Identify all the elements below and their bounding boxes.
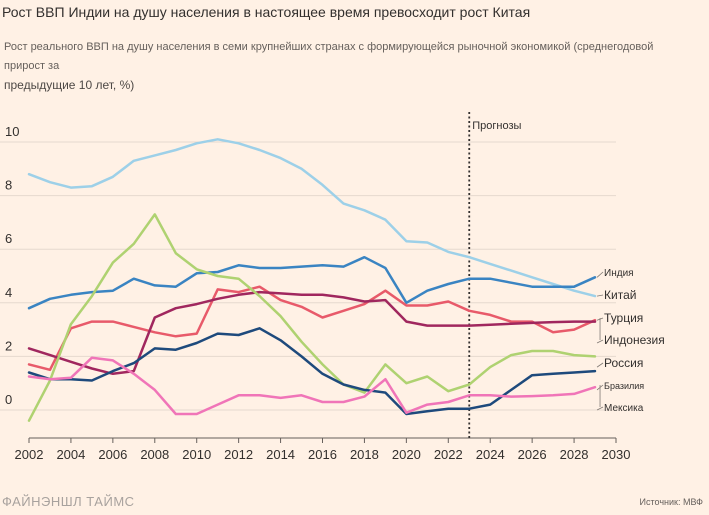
series-label-Мексика: Мексика [604, 403, 644, 414]
series-line-Индонезия [27, 290, 597, 376]
grid-lines [0, 141, 616, 411]
x-tick-label: 2004 [56, 447, 85, 462]
label-leader [596, 339, 604, 344]
series-line-Индия [27, 255, 597, 310]
x-tick-label: 2008 [140, 447, 169, 462]
chart-subtitle: Рост реального ВВП на душу населения в с… [4, 38, 694, 95]
y-tick-label: 6 [5, 231, 12, 246]
series-label-Индонезия: Индонезия [604, 333, 665, 347]
series-line-Бразилия [27, 327, 597, 416]
series-lines [27, 138, 597, 422]
y-tick-label: 8 [5, 178, 12, 193]
x-axis-ticks: 2002 2004 2006 2008 2010 2012 2014 2016 2018 2020… [15, 437, 631, 462]
series-label-Индия: Индия [604, 268, 634, 279]
x-tick-label: 2026 [518, 447, 547, 462]
series-line-Мексика [27, 356, 597, 416]
x-tick-label: 2020 [392, 447, 421, 462]
label-leader [596, 406, 604, 411]
series-line-Китай [27, 138, 597, 298]
source-note: Источник: МВФ [639, 497, 703, 507]
x-tick-label: 2002 [15, 447, 44, 462]
y-tick-label: 0 [5, 392, 12, 407]
x-tick-label: 2014 [266, 447, 295, 462]
x-tick-label: 2024 [476, 447, 505, 462]
y-tick-label: 2 [5, 338, 12, 353]
x-tick-label: 2010 [182, 447, 211, 462]
series-label-Россия: Россия [604, 356, 643, 370]
x-tick-label: 2030 [602, 447, 631, 462]
forecast-label: Прогнозы [472, 120, 521, 132]
x-tick-label: 2028 [560, 447, 589, 462]
series-label-Бразилия: Бразилия [604, 381, 644, 391]
y-tick-label: 4 [5, 285, 12, 300]
label-leader [596, 294, 604, 297]
series-line-Турция [27, 285, 597, 372]
series-label-Китай: Китай [604, 288, 636, 302]
y-axis-ticks: 0 2 4 6 8 10 [5, 124, 19, 407]
x-tick-label: 2016 [308, 447, 337, 462]
x-tick-label: 2018 [350, 447, 379, 462]
series-line-Россия [27, 213, 597, 422]
chart-title: Рост ВВП Индии на душу населения в насто… [2, 4, 531, 20]
x-tick-label: 2012 [224, 447, 253, 462]
series-label-Турция: Турция [604, 311, 643, 325]
x-tick-label: 2022 [434, 447, 463, 462]
brand-logo-text: ФАЙНЭНШЛ ТАЙМС [2, 494, 135, 509]
series-labels: Индия Китай Турция Индонезия Россия Бразилия М… [596, 268, 665, 414]
subtitle-line-1: Рост реального ВВП на душу населения в с… [4, 41, 654, 72]
x-tick-label: 2006 [98, 447, 127, 462]
label-leader [596, 362, 604, 368]
label-leader [596, 271, 604, 278]
subtitle-line-2: предыдущие 10 лет, %) [4, 78, 135, 92]
y-tick-label: 10 [5, 124, 19, 139]
